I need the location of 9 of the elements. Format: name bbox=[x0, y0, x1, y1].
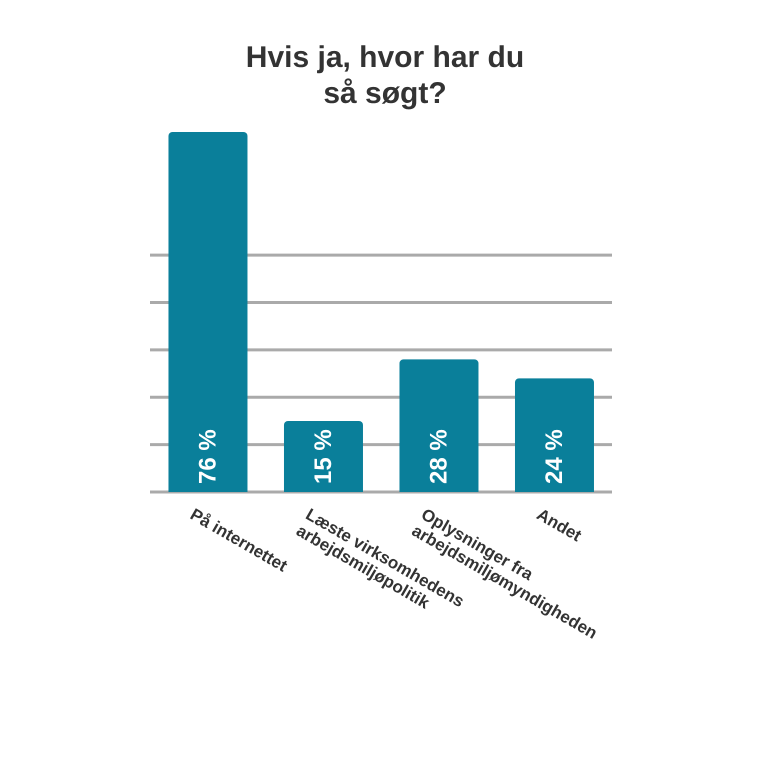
bar bbox=[399, 359, 478, 492]
bar bbox=[284, 420, 363, 492]
data-label: 76 % bbox=[194, 429, 222, 484]
chart-title: Hvis ja, hvor har du så søgt? bbox=[245, 40, 525, 112]
data-label: 15 % bbox=[310, 429, 337, 484]
data-label: 28 % bbox=[425, 429, 452, 484]
bar bbox=[514, 378, 594, 492]
bar bbox=[168, 132, 248, 492]
data-label: 24 % bbox=[540, 429, 568, 484]
